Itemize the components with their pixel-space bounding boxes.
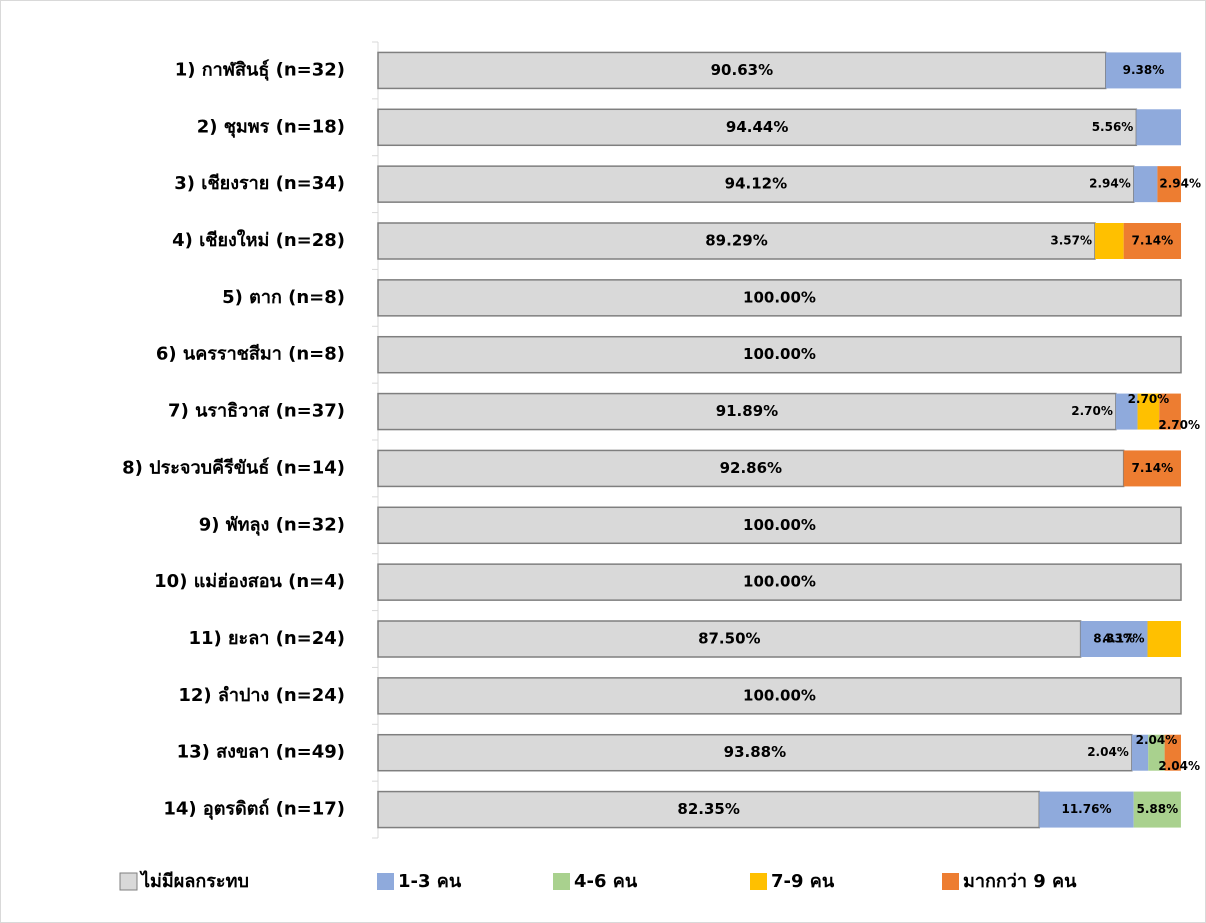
legend-swatch [377,873,394,890]
data-label: 9.38% [1123,63,1165,77]
data-label: 2.04% [1136,733,1178,747]
bar-segment [1157,166,1181,203]
category-label: 7) นราธิวาส (n=37) [168,401,345,422]
data-label: 100.00% [743,516,816,534]
data-label: 3.57% [1050,234,1092,248]
category-label: 10) แม่ฮ่องสอน (n=4) [154,571,345,592]
legend-swatch [119,872,138,891]
category-label: 4) เชียงใหม่ (n=28) [172,229,345,251]
bar-segment [1039,791,1134,828]
data-label: 8.33% [1093,632,1135,646]
legend-label: มากกว่า 9 คน [963,871,1077,892]
bar-segment [377,563,1182,601]
bar-segment [377,51,1107,90]
data-label: 4.17% [1103,632,1145,646]
legend-label: 7-9 คน [771,871,835,892]
data-label: 2.04% [1087,745,1129,759]
bar-segment [1080,621,1148,657]
data-label: 100.00% [743,686,816,704]
data-label: 2.94% [1089,177,1131,191]
bar-segment [1094,223,1124,259]
data-label: 7.14% [1132,461,1174,475]
data-label: 7.14% [1132,234,1174,248]
bar-segment [1136,109,1181,146]
category-label: 3) เชียงราย (n=34) [174,173,345,194]
bar-segment [377,108,1138,147]
bar-segment [377,165,1135,203]
bar-segment [1147,621,1181,657]
bar-segment [1133,166,1158,203]
data-label: 2.70% [1128,392,1170,406]
data-label: 82.35% [677,800,739,818]
category-label: 2) ชุมพร (n=18) [197,116,345,138]
category-label: 5) ตาก (n=8) [222,287,345,308]
data-label: 2.70% [1158,418,1200,432]
category-label: 9) พัทลุง (n=32) [199,514,345,536]
bar-segment [1131,734,1149,771]
bar-segment [1115,393,1138,430]
bar-segment [377,279,1182,317]
bar-segment [377,222,1096,260]
bar-segment [1123,223,1181,259]
data-label: 2.70% [1071,404,1113,418]
category-label: 11) ยะลา (n=24) [188,628,345,649]
bar-segment [377,335,1182,374]
bar-segment [377,677,1182,715]
bar-segment [1159,393,1181,430]
bar-segment [1137,393,1160,430]
bar-segment [1105,52,1182,89]
data-label: 2.04% [1158,759,1200,773]
bar-segment [377,449,1125,488]
legend-swatch [553,873,570,890]
data-label: 89.29% [705,232,767,250]
data-label: 11.76% [1061,802,1111,816]
bar-segment [1123,450,1181,487]
data-label: 100.00% [743,288,816,306]
bar-segment [1164,734,1181,771]
category-label: 12) ลำปาง (n=24) [178,685,345,706]
legend-swatch [750,873,767,890]
category-label: 1) กาฬสินธุ์ (n=32) [175,58,345,81]
bar-segment [377,733,1133,772]
category-label: 8) ประจวบคีรีขันธ์ (n=14) [122,456,345,478]
category-label: 13) สงขลา (n=49) [177,742,345,763]
legend-swatch [942,873,959,890]
data-label: 93.88% [724,743,786,761]
bar-segment [1148,734,1165,771]
data-label: 94.12% [725,175,787,193]
data-label: 100.00% [743,573,816,591]
legend-label: 1-3 คน [398,871,462,892]
data-label: 100.00% [743,345,816,363]
data-label: 87.50% [698,630,760,648]
data-label: 91.89% [716,402,778,420]
bar-segment [377,620,1082,658]
legend-label: ไม่มีผลกระทบ [139,870,249,892]
bar-segment [1133,791,1181,828]
data-label: 90.63% [711,61,773,79]
data-label: 5.56% [1092,120,1134,134]
category-label: 14) อุตรดิตถ์ (n=17) [163,798,345,821]
category-label: 6) นครราชสีมา (n=8) [156,344,345,365]
data-label: 92.86% [720,459,782,477]
data-label: 94.44% [726,118,788,136]
legend-label: 4-6 คน [574,871,638,892]
data-label: 5.88% [1136,802,1178,816]
data-label: 2.94% [1159,177,1201,191]
bar-segment [377,790,1041,829]
bar-segment [377,506,1182,545]
